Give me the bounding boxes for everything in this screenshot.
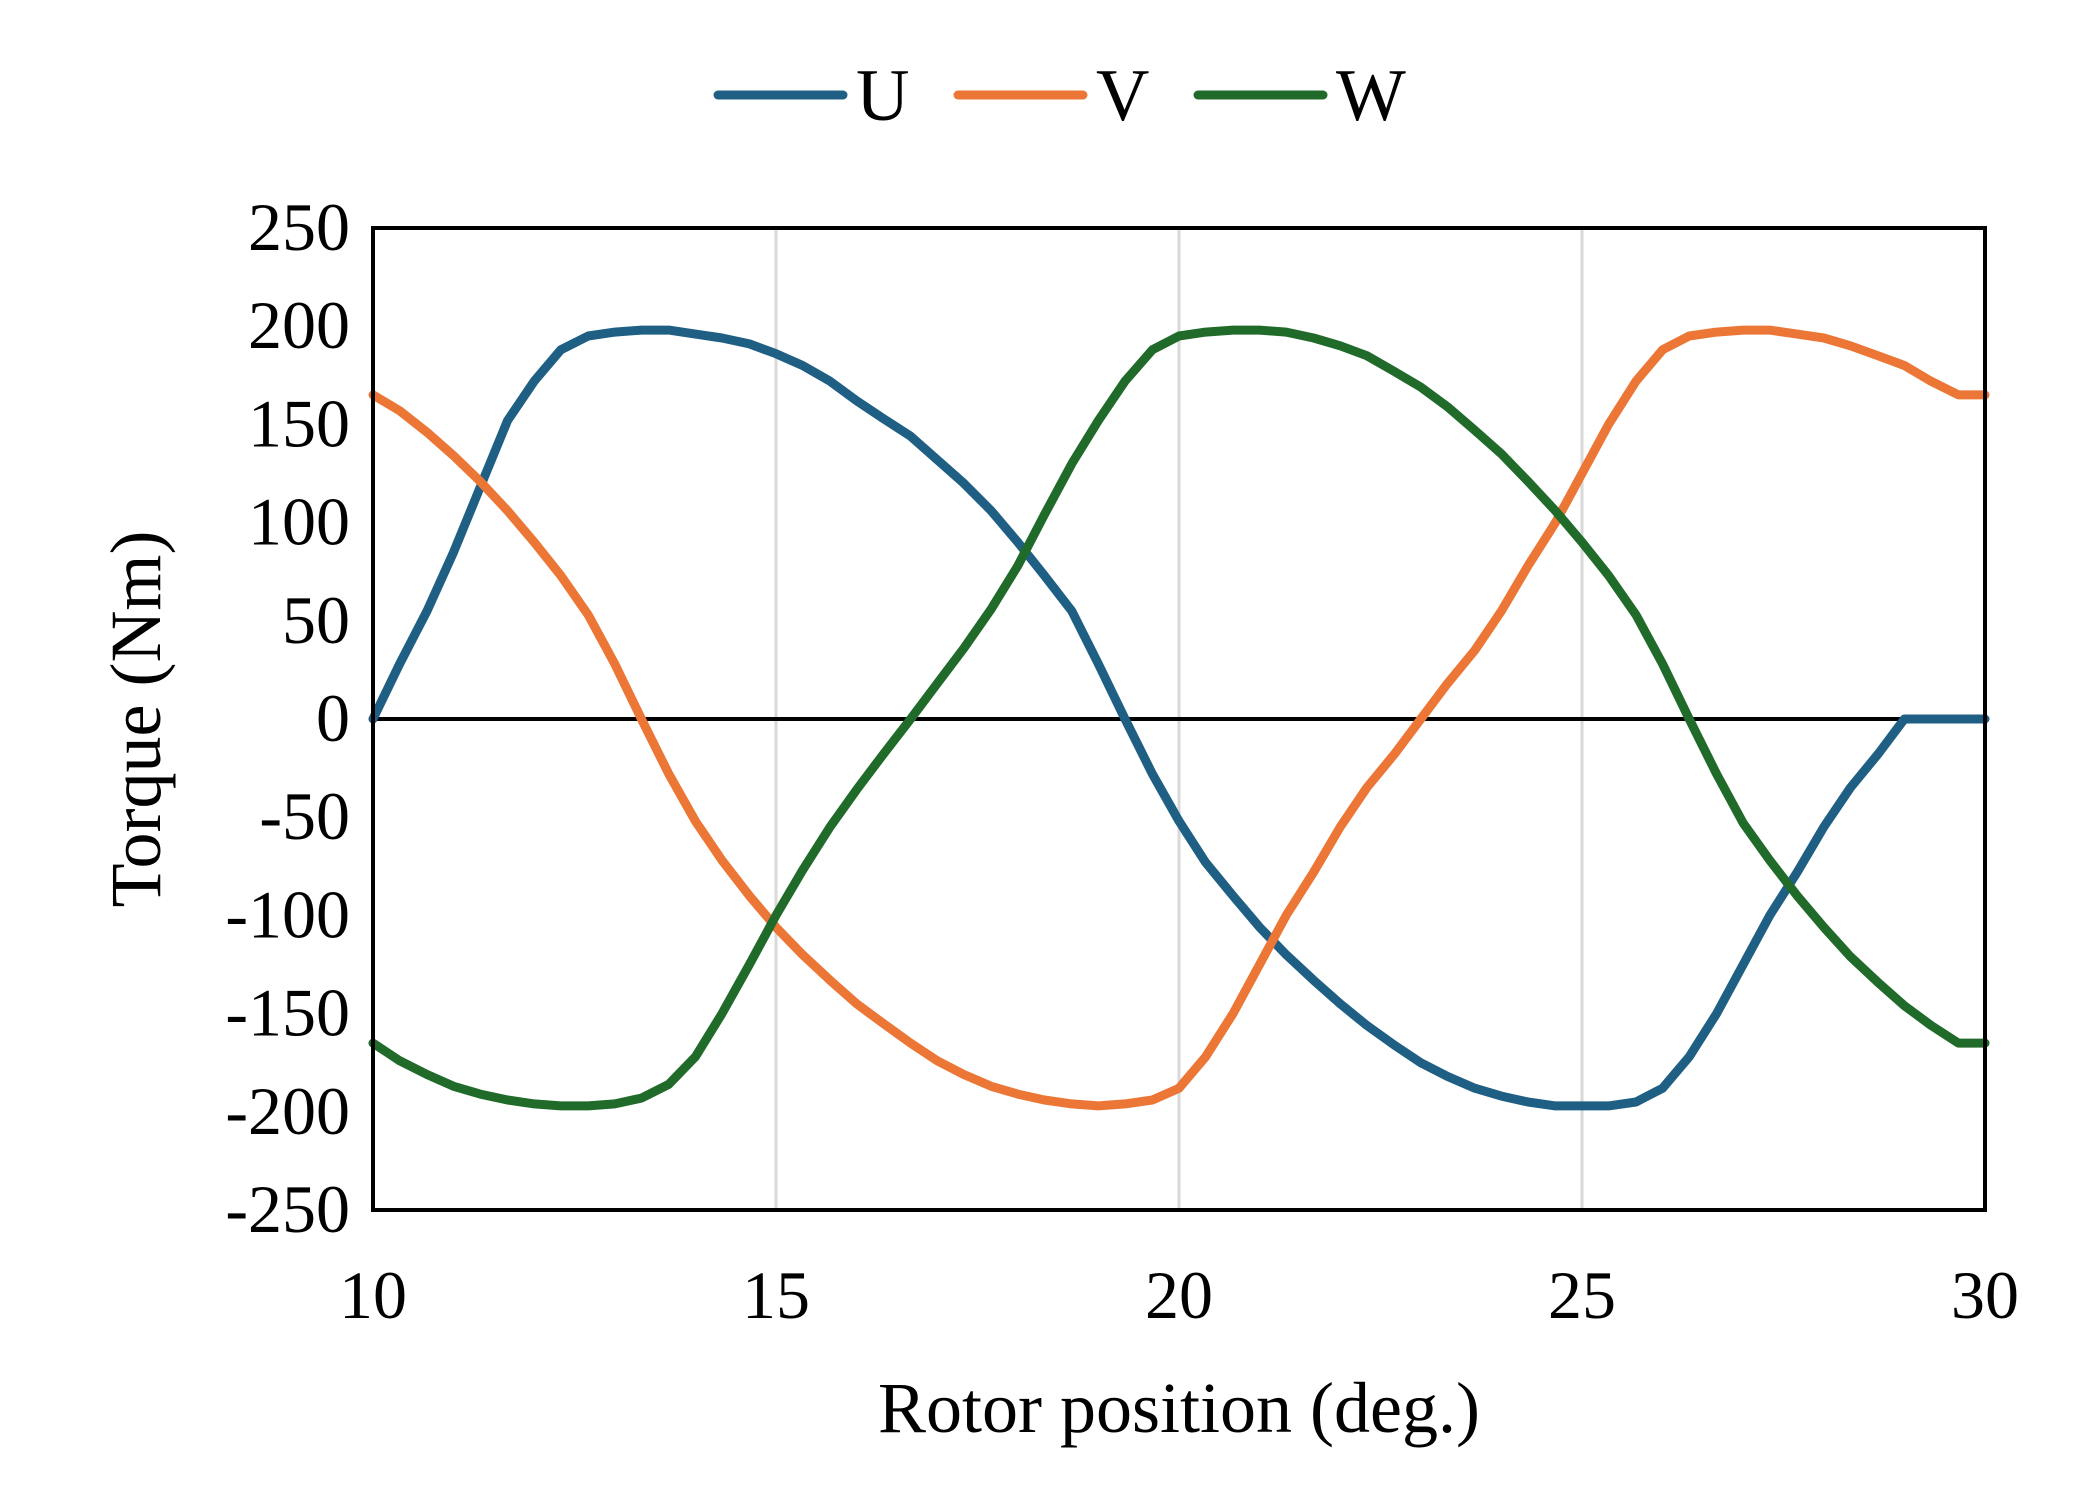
legend-label-W: W (1336, 55, 1406, 137)
x-tick-label: 25 (1548, 1257, 1616, 1333)
y-tick-label: -50 (259, 778, 350, 854)
x-tick-label: 20 (1145, 1257, 1213, 1333)
y-tick-label: -100 (225, 876, 350, 952)
legend-label-U: U (856, 55, 909, 137)
y-axis-title: Torque (Nm) (96, 531, 176, 908)
series-line-W (368, 325, 1990, 1111)
y-tick-label: 0 (316, 680, 350, 756)
y-tick-label: 50 (282, 582, 350, 658)
y-tick-label: 250 (248, 189, 350, 265)
x-tick-label: 30 (1951, 1257, 2019, 1333)
y-axis-ticks: 250 200 150 100 50 0 -50 -100 -150 -200 -250 (225, 189, 350, 1247)
y-tick-label: -150 (225, 975, 350, 1051)
legend-label-V: V (1096, 55, 1149, 137)
series-line-U (368, 325, 1990, 1111)
y-tick-label: 150 (248, 385, 350, 461)
x-axis-ticks: 10 15 20 25 30 (339, 1257, 2019, 1333)
x-tick-label: 15 (742, 1257, 810, 1333)
series-line-V (368, 325, 1990, 1111)
y-tick-label: -200 (225, 1073, 350, 1149)
y-tick-label: -250 (225, 1171, 350, 1247)
plot-area-border (371, 226, 1987, 1212)
y-tick-label: 100 (248, 484, 350, 560)
x-axis-title: Rotor position (deg.) (878, 1368, 1480, 1448)
x-tick-label: 10 (339, 1257, 407, 1333)
legend: U V W (713, 55, 1406, 137)
series-lines (368, 325, 1990, 1111)
y-tick-label: 200 (248, 287, 350, 363)
